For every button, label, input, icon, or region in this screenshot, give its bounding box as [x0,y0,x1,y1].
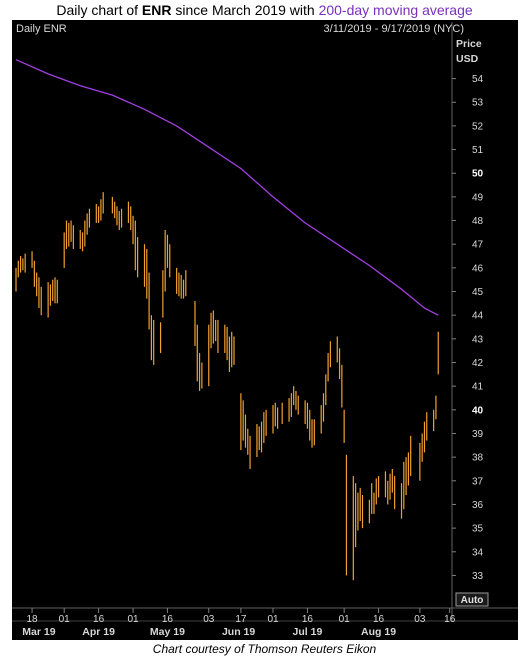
chart-header-left: Daily ENR [16,23,67,35]
x-tick-label: 16 [444,614,456,625]
title-ma-label: 200-day moving average [318,2,473,18]
y-tick-label: 38 [472,453,484,464]
x-tick-label: 16 [373,614,385,625]
y-tick-label: 49 [472,192,484,203]
moving-average-line [15,59,439,316]
y-tick-label: 51 [472,145,484,156]
y-tick-label: 40 [472,405,484,416]
y-tick-label: 34 [472,547,484,558]
month-label: Mar 19 [22,626,55,638]
y-tick-label: 48 [472,216,484,227]
y-tick-label: 50 [472,169,484,180]
y-tick-label: 39 [472,429,484,440]
x-tick-label: 16 [93,614,105,625]
auto-scale-label[interactable]: Auto [461,595,484,606]
y-tick-label: 54 [472,74,484,85]
x-tick-label: 01 [127,614,139,625]
x-tick-label: 01 [339,614,351,625]
y-tick-label: 45 [472,287,484,298]
y-tick-label: 52 [472,121,484,132]
y-tick-label: 37 [472,476,484,487]
month-label: Jun 19 [222,626,255,638]
month-label: Jul 19 [293,626,323,638]
y-tick-label: 35 [472,524,484,535]
y-tick-label: 47 [472,240,484,251]
title-middle: since March 2019 with [171,2,319,18]
x-tick-label: 17 [235,614,247,625]
y-tick-label: 43 [472,334,484,345]
month-label: May 19 [150,626,185,638]
y-tick-label: 41 [472,382,484,393]
y-tick-label: 46 [472,263,484,274]
title-ticker: ENR [141,2,172,18]
x-tick-label: 03 [414,614,426,625]
y-tick-label: 36 [472,500,484,511]
x-tick-label: 01 [59,614,71,625]
chart-title: Daily chart of ENR since March 2019 with… [0,0,529,20]
x-tick-label: 16 [162,614,174,625]
x-tick-label: 01 [267,614,279,625]
month-label: Apr 19 [82,626,115,638]
x-tick-label: 16 [302,614,314,625]
x-tick-label: 18 [27,614,39,625]
auto-scale-button [455,592,489,607]
chart-header-right: 3/11/2019 - 9/17/2019 (NYC) [323,23,464,35]
chart-svg: Price USD 33 34 35 36 37 38 39 40 41 42 43 44 45 46 47 48… [12,22,518,638]
chart-caption: Chart courtesy of Thomson Reuters Eikon [152,642,377,656]
y-axis-title: Price [456,38,482,50]
y-tick-label: 42 [472,358,484,369]
y-tick-label: 53 [472,98,484,109]
chart-panel: Price USD 33 34 35 36 37 38 39 40 41 42 43 44 45 46 47 48… [12,20,518,640]
y-tick-label: 33 [472,571,484,582]
month-label: Aug 19 [361,626,396,638]
y-tick-label: 44 [472,311,484,322]
title-prefix: Daily chart of [56,2,142,18]
x-tick-label: 03 [203,614,215,625]
y-axis-title: USD [456,53,479,65]
